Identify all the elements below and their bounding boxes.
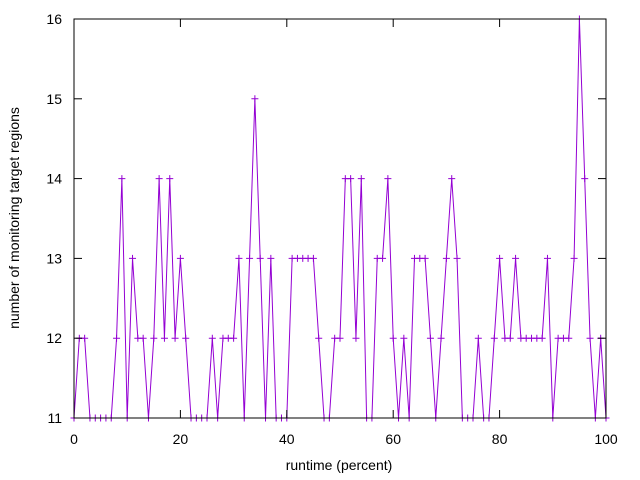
data-point-marker (426, 334, 434, 342)
series-line (73, 18, 607, 419)
data-point-marker (512, 254, 520, 262)
data-point-marker (581, 175, 589, 183)
data-point-marker (379, 254, 387, 262)
data-point-marker (384, 175, 392, 183)
data-point-marker (352, 334, 360, 342)
data-point-marker (565, 334, 573, 342)
x-axis-label: runtime (percent) (286, 457, 393, 473)
x-tick-label: 60 (385, 431, 401, 447)
x-tick-label: 20 (173, 431, 189, 447)
x-tick-label: 40 (279, 431, 295, 447)
data-point-marker (448, 175, 456, 183)
y-tick-label: 14 (46, 171, 62, 187)
plot-frame (73, 18, 607, 419)
data-point-marker (139, 334, 147, 342)
data-point-marker (129, 254, 137, 262)
y-tick-label: 11 (47, 410, 62, 426)
data-point-marker (160, 334, 168, 342)
x-tick-label: 80 (492, 431, 508, 447)
data-point-marker (442, 254, 450, 262)
data-point-marker (155, 175, 163, 183)
y-tick-label: 13 (46, 250, 62, 266)
x-tick-label: 0 (70, 431, 78, 447)
data-point-marker (506, 334, 514, 342)
series-layer (70, 15, 610, 422)
data-point-marker (336, 334, 344, 342)
data-point-marker (421, 254, 429, 262)
data-point-marker (166, 175, 174, 183)
data-point-marker (357, 175, 365, 183)
y-axis-label: number of monitoring target regions (6, 107, 22, 329)
data-point-marker (437, 334, 445, 342)
x-tick-label: 100 (594, 431, 618, 447)
data-point-marker (256, 254, 264, 262)
y-tick-label: 15 (46, 91, 62, 107)
data-point-marker (171, 334, 179, 342)
data-point-marker (113, 334, 121, 342)
data-point-marker (490, 334, 498, 342)
data-point-marker (118, 175, 126, 183)
data-point-marker (315, 334, 323, 342)
data-point-marker (230, 334, 238, 342)
data-point-marker (474, 334, 482, 342)
data-point-marker (246, 254, 254, 262)
data-point-marker (251, 95, 259, 103)
data-point-marker (182, 334, 190, 342)
axis-layer: 0 20 40 60 80 100 11 12 13 14 15 16 (46, 11, 617, 447)
data-point-marker (586, 334, 594, 342)
data-point-marker (176, 254, 184, 262)
data-point-marker (400, 334, 408, 342)
data-point-marker (81, 334, 89, 342)
data-point-marker (309, 254, 317, 262)
data-point-marker (570, 254, 578, 262)
data-point-marker (389, 334, 397, 342)
y-tick-label: 16 (46, 11, 62, 27)
data-point-marker (538, 334, 546, 342)
data-point-marker (347, 175, 355, 183)
data-point-marker (150, 334, 158, 342)
y-tick-label: 12 (46, 330, 62, 346)
data-point-marker (267, 254, 275, 262)
data-point-marker (543, 254, 551, 262)
data-point-marker (235, 254, 243, 262)
data-point-marker (208, 334, 216, 342)
data-point-marker (453, 254, 461, 262)
data-point-marker (496, 254, 504, 262)
